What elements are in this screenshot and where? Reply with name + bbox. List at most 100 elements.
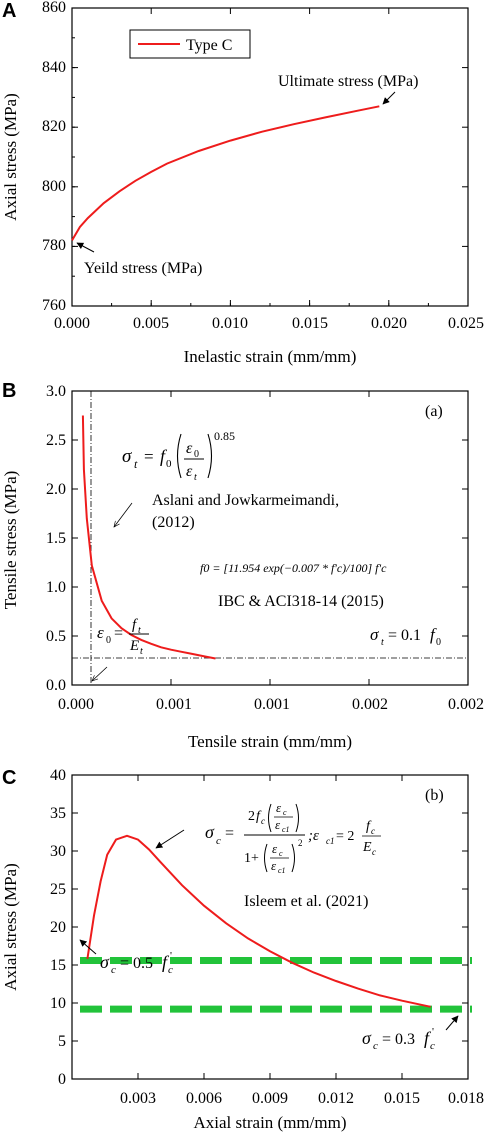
x-tick-label: 0.015: [292, 315, 328, 332]
y-tick-label: 20: [50, 919, 66, 936]
y-tick-label: 780: [42, 237, 66, 254]
x-tick-label: 0.012: [318, 1090, 354, 1107]
svg-text:= 0.3: = 0.3: [382, 1031, 415, 1048]
svg-text:c: c: [111, 964, 116, 976]
svg-text:σ: σ: [100, 952, 110, 972]
x-tick-label: 0.000: [58, 696, 94, 713]
svg-text:ε: ε: [186, 440, 193, 457]
svg-text:σ: σ: [122, 446, 132, 467]
x-tick-label: 0.010: [212, 315, 248, 332]
svg-text:0: 0: [106, 635, 111, 646]
x-tick-label: 0.000: [54, 315, 90, 332]
svg-text:c1: c1: [278, 866, 286, 875]
x-tick-label: 0.006: [186, 1090, 222, 1107]
svg-text:0.85: 0.85: [214, 429, 235, 443]
y-tick-label: 15: [50, 957, 66, 974]
svg-text:c1: c1: [326, 836, 335, 846]
y-tick-label: 30: [50, 843, 66, 860]
annotation-aslani: Aslani and Jowkarmeimandi,: [152, 492, 339, 509]
y-tick-label: 25: [50, 881, 66, 898]
annotation-isleem: Isleem et al. (2021): [244, 893, 368, 910]
y-tick-label: 2.0: [46, 481, 66, 498]
svg-text:f: f: [132, 617, 138, 633]
svg-text:E: E: [129, 638, 139, 654]
y-tick-label: 0: [58, 1071, 66, 1088]
y-axis-title: Axial stress (MPa): [1, 93, 20, 220]
svg-text:0: 0: [194, 449, 199, 460]
ticks-b: [71, 390, 469, 686]
svg-text:': ': [432, 1026, 434, 1038]
svg-text:c: c: [279, 849, 283, 858]
panel-c: C 40 35 30 25 20 15 10 5 0 0.003 0.006 0…: [1, 767, 484, 1132]
y-axis-title: Tensile stress (MPa): [1, 471, 20, 610]
y-tick-label: 40: [50, 767, 66, 784]
equation-sigma-min: σ t = 0.1 f 0: [370, 625, 441, 648]
x-tick-label: 0.015: [384, 1090, 420, 1107]
svg-text:f: f: [162, 952, 170, 972]
svg-text:=: =: [144, 447, 154, 466]
y-tick-label: 10: [50, 995, 66, 1012]
svg-text:f: f: [430, 625, 437, 644]
x-tick-label: 0.001: [156, 696, 192, 713]
svg-text:c: c: [168, 964, 173, 976]
svg-text:ε: ε: [186, 463, 193, 480]
svg-text:ε: ε: [275, 817, 281, 832]
svg-text:ε: ε: [271, 858, 277, 873]
ticks-c: [71, 774, 469, 1080]
subpanel-tag-a: (a): [425, 403, 443, 420]
x-tick-label: 0.001: [254, 696, 290, 713]
equation-half-fc: σ c = 0.5 f c ': [100, 950, 173, 976]
y-tick-label: 0.5: [46, 628, 66, 645]
svg-text:c: c: [261, 816, 265, 826]
svg-text:2: 2: [298, 838, 303, 848]
x-axis-title: Tensile strain (mm/mm): [188, 732, 352, 751]
series-line-tensile: [81, 415, 216, 660]
panel-label-c: C: [2, 767, 16, 789]
svg-text:=: =: [225, 825, 234, 842]
y-tick-label: 860: [42, 0, 66, 16]
arrow-ultimate: [382, 91, 396, 105]
panel-b: B 3.0 2.5 2.0 1.5 1.0 0.5 0.0 0.000 0.00…: [1, 380, 484, 751]
svg-text:;ε: ;ε: [308, 828, 319, 844]
annotation-aslani-year: (2012): [152, 514, 195, 531]
y-tick-label: 760: [42, 297, 66, 314]
svg-text:c: c: [371, 826, 375, 836]
equation-eps0: ε 0 = f t E t: [97, 617, 149, 657]
svg-text:t: t: [381, 637, 384, 648]
equation-sigma-t: σ t = f 0 ε 0 ε t 0.85: [122, 429, 235, 483]
svg-text:0: 0: [436, 637, 441, 648]
y-tick-label: 0.0: [46, 677, 66, 694]
x-tick-label: 0.002: [352, 696, 388, 713]
svg-text:= 0.5: = 0.5: [120, 955, 153, 972]
equation-sigma-c: σ c = 2 f c ε c ε c1 1+ ε c ε c1 2 ;ε c1…: [205, 800, 381, 875]
series-line-compressive: [86, 834, 431, 1008]
svg-text:t: t: [134, 457, 138, 471]
y-axis-title: Axial stress (MPa): [1, 863, 20, 990]
x-tick-label: 0.009: [252, 1090, 288, 1107]
svg-text:f: f: [160, 446, 168, 466]
subpanel-tag-b: (b): [425, 787, 444, 804]
arrow-peak: [155, 829, 185, 849]
panel-label-a: A: [2, 0, 16, 22]
arrow-yield: [76, 242, 95, 253]
panel-a: A 860 840 820 800 780 760 0.000 0.005 0.…: [1, 0, 484, 366]
x-tick-label: 0.018: [448, 1090, 484, 1107]
svg-text:ε: ε: [272, 841, 278, 856]
y-tick-label: 35: [50, 805, 66, 822]
x-axis-title: Inelastic strain (mm/mm): [184, 347, 357, 366]
annotation-yield: Yeild stress (MPa): [84, 260, 202, 277]
svg-text:t: t: [138, 625, 141, 636]
svg-text:t: t: [140, 646, 143, 657]
y-tick-label: 820: [42, 118, 66, 135]
svg-text:0: 0: [166, 458, 172, 470]
svg-text:c: c: [283, 808, 287, 817]
svg-text:ε: ε: [97, 623, 104, 642]
annotation-ibc: IBC & ACI318-14 (2015): [218, 593, 384, 610]
svg-text:c: c: [430, 1040, 435, 1052]
svg-text:σ: σ: [362, 1028, 372, 1048]
equation-f0: f0 = [11.954 exp(−0.007 * f'c)/100] f'c: [200, 561, 387, 575]
svg-text:σ: σ: [370, 625, 379, 644]
svg-text:2: 2: [248, 809, 255, 824]
y-tick-label: 5: [58, 1033, 66, 1050]
